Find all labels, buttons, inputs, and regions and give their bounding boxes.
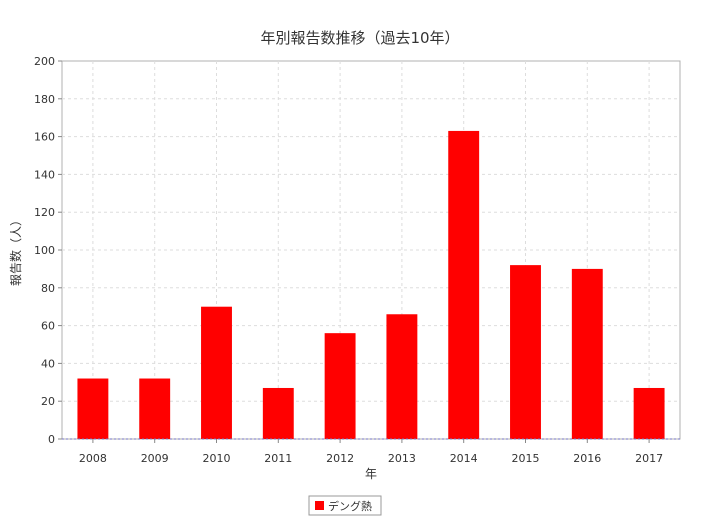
bar-2014: [448, 130, 480, 439]
legend-label: デング熱: [328, 499, 372, 513]
bar-2016: [571, 268, 603, 439]
x-axis-label: 年: [365, 467, 377, 481]
x-axis-ticks: 2008 2009 2010 2011 2012 2013 2014 2015 2016 2017: [79, 439, 663, 465]
chart-title: 年別報告数推移（過去10年）: [260, 29, 459, 47]
x-tick-label: 2016: [573, 452, 601, 465]
bar-2017: [633, 387, 665, 439]
y-axis-label: 報告数（人）: [8, 214, 23, 286]
y-tick-label: 120: [34, 206, 55, 219]
y-tick-label: 140: [34, 168, 55, 181]
x-tick-label: 2012: [326, 452, 354, 465]
y-tick-label: 40: [41, 357, 55, 370]
x-tick-label: 2009: [141, 452, 169, 465]
y-tick-label: 200: [34, 55, 55, 68]
bars: [77, 130, 665, 439]
bar-2011: [262, 387, 294, 439]
y-tick-label: 0: [48, 433, 55, 446]
y-tick-label: 180: [34, 93, 55, 106]
y-tick-label: 20: [41, 395, 55, 408]
y-tick-label: 60: [41, 320, 55, 333]
x-tick-label: 2010: [203, 452, 231, 465]
bar-2012: [324, 333, 356, 439]
legend-swatch: [315, 501, 324, 510]
legend: デング熱: [308, 495, 382, 516]
bar-2013: [386, 314, 418, 439]
bar-2008: [77, 378, 109, 439]
x-tick-label: 2017: [635, 452, 663, 465]
legend-box: [308, 495, 382, 516]
x-tick-label: 2014: [450, 452, 478, 465]
x-tick-label: 2015: [512, 452, 540, 465]
y-tick-label: 160: [34, 131, 55, 144]
x-tick-label: 2011: [264, 452, 292, 465]
y-axis-ticks: 0 20 40 60 80 100 120 140 160 180 200: [34, 55, 62, 446]
bar-2010: [201, 306, 232, 439]
y-tick-label: 80: [41, 282, 55, 295]
x-tick-label: 2013: [388, 452, 416, 465]
bar-2009: [139, 378, 171, 439]
y-tick-label: 100: [34, 244, 55, 257]
bar-2015: [510, 265, 541, 439]
x-tick-label: 2008: [79, 452, 107, 465]
